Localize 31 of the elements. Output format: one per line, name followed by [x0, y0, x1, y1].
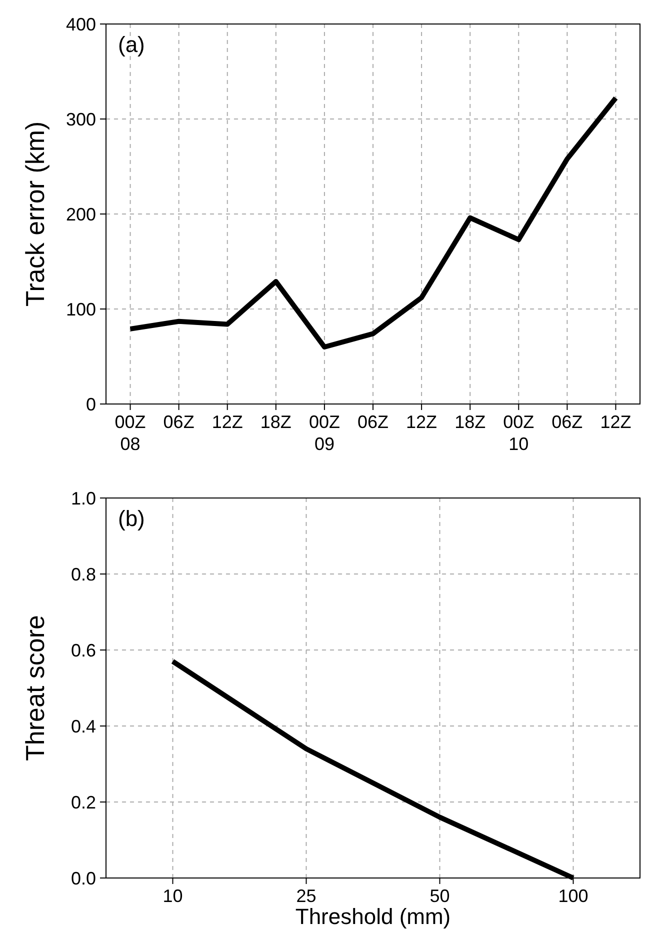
x-axis-title: Threshold (mm): [295, 904, 451, 929]
chart-title: (b): [118, 506, 145, 531]
x-tick-label: 12Z: [212, 412, 243, 432]
y-tick-label: 0.4: [70, 716, 96, 736]
x-tick-label: 12Z: [600, 412, 632, 432]
x-tick-label: 00Z 09: [308, 412, 340, 454]
y-tick-label: 300: [66, 109, 96, 130]
x-tick-label: 00Z 08: [114, 412, 146, 454]
x-tick-label: 06Z: [357, 412, 389, 432]
x-tick-label: 06Z: [163, 412, 194, 432]
x-tick-label: 50: [430, 886, 450, 906]
y-tick-label: 400: [66, 14, 96, 34]
x-tick-label: 06Z: [552, 412, 583, 432]
x-tick-label: 25: [296, 886, 316, 906]
x-tick-label: 10: [162, 886, 183, 906]
x-tick-label: 00Z 10: [503, 412, 534, 454]
y-axis-title: Threat score: [20, 615, 50, 761]
y-tick-label: 0.0: [70, 868, 96, 888]
y-tick-label: 0: [86, 394, 96, 414]
x-tick-label: 18Z: [260, 412, 292, 432]
x-tick-label: 12Z: [406, 412, 438, 432]
y-tick-label: 100: [66, 299, 96, 320]
x-tick-label: 100: [558, 886, 588, 906]
y-tick-label: 1.0: [70, 488, 96, 508]
x-tick-label: 18Z: [454, 412, 486, 432]
y-axis-title: Track error (km): [20, 121, 50, 307]
y-tick-label: 200: [66, 204, 96, 224]
chart-title: (a): [118, 32, 145, 57]
y-tick-label: 0.8: [70, 564, 96, 584]
y-tick-label: 0.6: [70, 640, 96, 660]
y-tick-label: 0.2: [70, 792, 96, 812]
